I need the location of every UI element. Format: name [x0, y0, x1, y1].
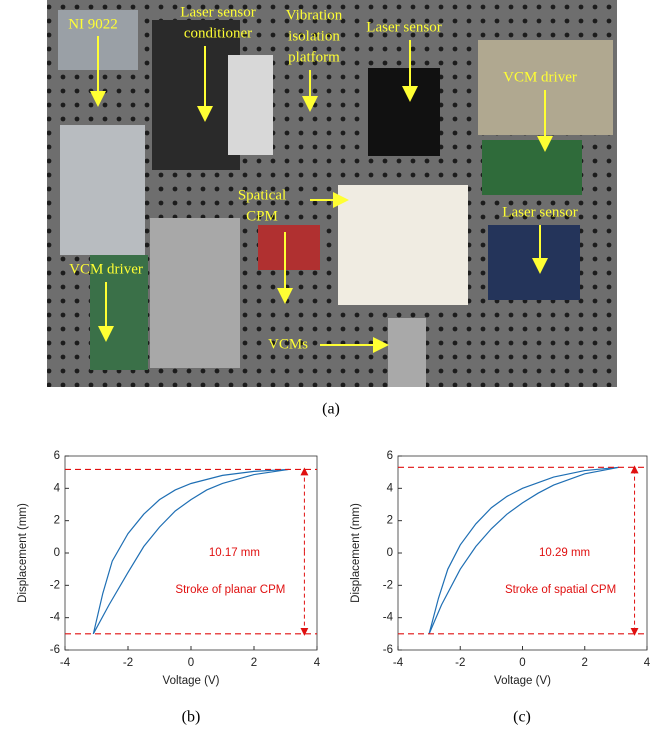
figure: (a) NI 9022 Laser sensor conditioner Vibrat…	[0, 0, 661, 731]
y-tick-label: 6	[387, 450, 393, 462]
caption: (b)	[182, 709, 201, 726]
photo-label: NI 9022	[68, 16, 118, 32]
x-tick-label: 2	[251, 657, 257, 669]
photo-label: platform	[288, 49, 340, 65]
photo-label: isolation	[288, 28, 340, 44]
curve	[429, 467, 619, 634]
photo-label: conditioner	[184, 25, 252, 41]
x-axis-label: Voltage (V)	[494, 675, 551, 687]
psu2	[150, 218, 240, 368]
x-tick-label: 4	[314, 657, 321, 669]
photo-label: VCM driver	[69, 261, 143, 277]
modules	[60, 125, 145, 255]
photo-label: VCMs	[268, 336, 308, 352]
conditioner	[152, 20, 240, 170]
power-supply	[228, 55, 273, 155]
laser-sensor-2	[488, 225, 580, 300]
plot-frame	[65, 456, 317, 650]
photo-label: Spatical	[238, 187, 286, 203]
driver-board	[482, 140, 582, 195]
x-tick-label: -4	[60, 657, 71, 669]
x-tick-label: 4	[644, 657, 651, 669]
y-tick-label: 0	[387, 547, 393, 559]
annotation: Stroke of planar CPM	[175, 584, 285, 596]
photo-label: Laser sensor	[366, 19, 441, 35]
caption: (a)	[322, 401, 340, 418]
y-axis-label: Displacement (mm)	[17, 503, 29, 603]
x-tick-label: -2	[123, 657, 133, 669]
figure-canvas: (a) NI 9022 Laser sensor conditioner Vibrat…	[0, 0, 661, 731]
y-tick-label: -4	[50, 612, 61, 624]
photo-label: Laser sensor	[180, 4, 255, 20]
annotation: Stroke of spatial CPM	[505, 584, 616, 596]
y-tick-label: 4	[387, 482, 394, 494]
x-tick-label: -2	[455, 657, 465, 669]
y-tick-label: 0	[54, 547, 60, 559]
y-tick-label: -6	[50, 644, 60, 656]
vcm	[258, 225, 320, 270]
y-tick-label: 2	[54, 515, 60, 527]
y-tick-label: 6	[54, 450, 60, 462]
photo-label: Laser sensor	[502, 204, 577, 220]
x-axis-label: Voltage (V)	[163, 675, 220, 687]
y-tick-label: -6	[383, 644, 393, 656]
photo-label: VCM driver	[503, 69, 577, 85]
cpm	[338, 185, 468, 305]
x-tick-label: -4	[393, 657, 404, 669]
vcm-2	[388, 318, 426, 387]
caption: (c)	[513, 709, 531, 726]
x-tick-label: 0	[519, 657, 525, 669]
x-tick-label: 2	[582, 657, 588, 669]
annotation: 10.29 mm	[539, 547, 590, 559]
y-tick-label: -2	[383, 579, 393, 591]
x-tick-label: 0	[188, 657, 194, 669]
y-axis-label: Displacement (mm)	[350, 503, 362, 603]
plot-frame	[398, 456, 647, 650]
y-tick-label: 2	[387, 515, 393, 527]
photo-label: CPM	[246, 208, 278, 224]
y-tick-label: -4	[383, 612, 394, 624]
annotation: 10.17 mm	[209, 547, 260, 559]
laser-sensor	[368, 68, 440, 156]
y-tick-label: -2	[50, 579, 60, 591]
y-tick-label: 4	[54, 482, 61, 494]
photo-label: Vibration	[286, 7, 343, 23]
